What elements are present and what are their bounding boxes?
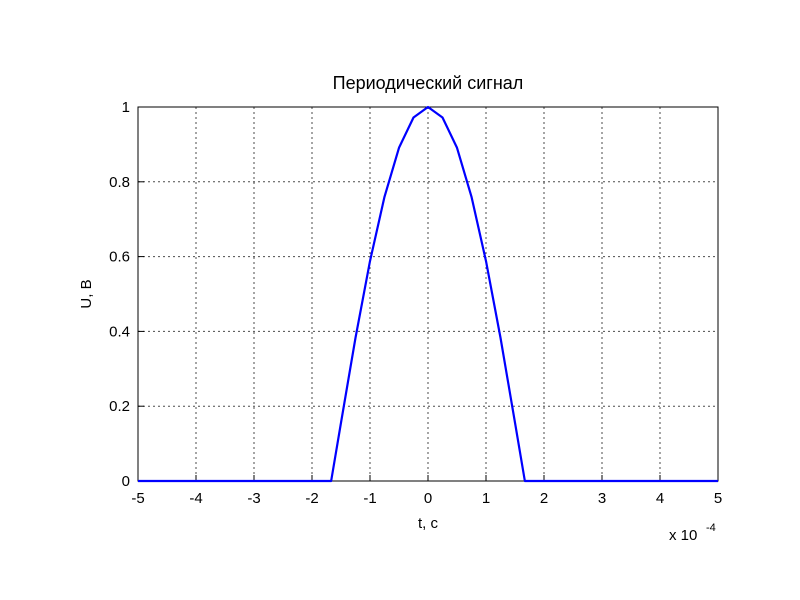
x-tick-label: -2 (305, 490, 318, 507)
x-axis-label: t, c (418, 515, 439, 532)
y-tick-label: 0.8 (109, 174, 130, 191)
x-tick-label: 3 (598, 490, 606, 507)
y-tick-label: 0.6 (109, 249, 130, 266)
x-tick-label: -5 (131, 490, 144, 507)
x-tick-label: 1 (482, 490, 490, 507)
y-tick-label: 0 (122, 473, 130, 490)
signal-line (138, 105, 718, 483)
x-multiplier-exponent: -4 (706, 522, 716, 534)
x-tick-label: 4 (656, 490, 664, 507)
x-tick-label: -1 (363, 490, 376, 507)
x-tick-label: -3 (247, 490, 260, 507)
y-tick-label: 1 (122, 99, 130, 116)
y-tick-label: 0.2 (109, 398, 130, 415)
y-tick-label: 0.4 (109, 323, 130, 340)
x-tick-label: 0 (424, 490, 432, 507)
y-axis-label: U, B (78, 279, 95, 308)
x-tick-label: 5 (714, 490, 722, 507)
x-tick-label: 2 (540, 490, 548, 507)
chart-title: Периодический сигнал (333, 73, 524, 93)
x-tick-label: -4 (189, 490, 202, 507)
x-multiplier: x 10 (669, 527, 697, 544)
